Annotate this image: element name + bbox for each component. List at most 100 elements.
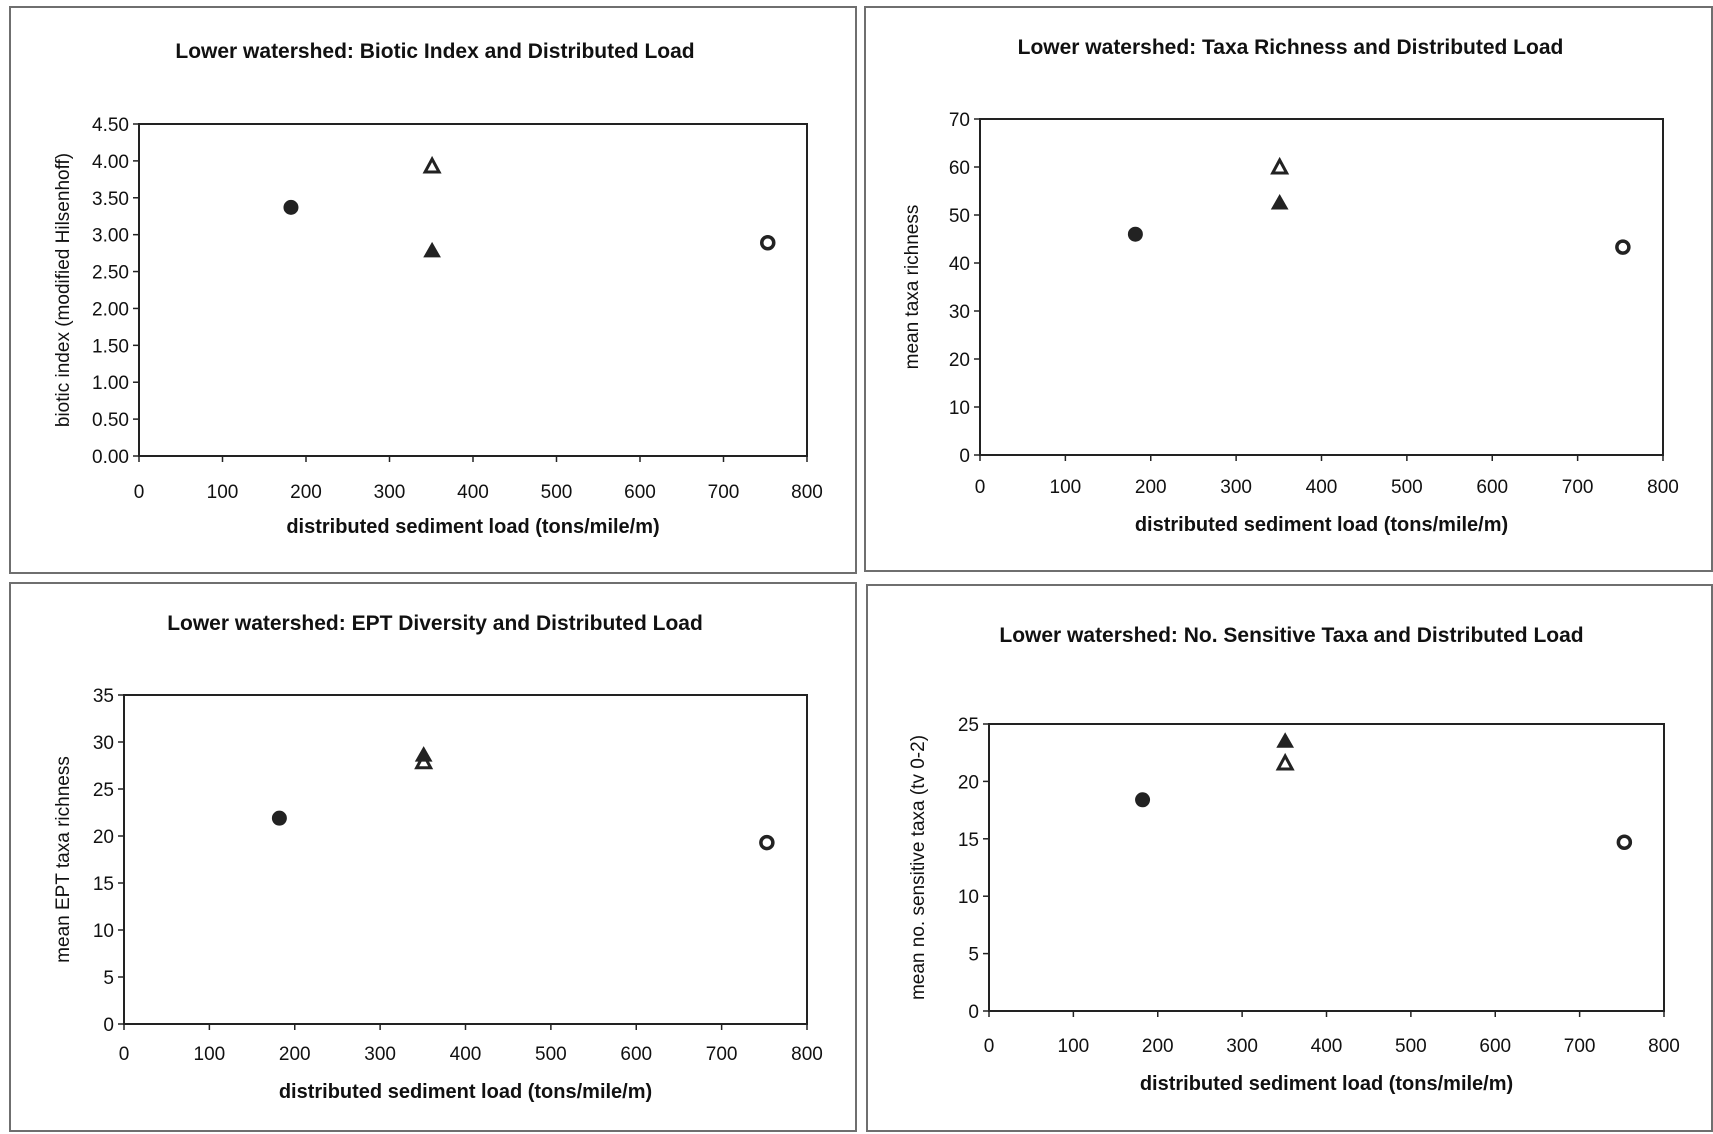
y-tick-label: 0.00	[92, 447, 129, 468]
x-tick-label: 300	[364, 1044, 396, 1065]
y-tick-label: 20	[93, 827, 114, 848]
y-tick-label: 10	[93, 921, 114, 942]
x-tick-label: 300	[1226, 1036, 1258, 1057]
data-point-open-triangle	[1270, 156, 1290, 175]
x-tick-label: 100	[194, 1044, 226, 1065]
data-point-filled-triangle	[1270, 193, 1289, 210]
y-tick-label: 70	[949, 110, 970, 131]
x-tick-label: 300	[374, 482, 406, 503]
plot-area	[979, 118, 1664, 456]
data-point-filled-triangle	[423, 241, 441, 258]
x-tick-label: 200	[1135, 477, 1167, 498]
y-tick-label: 60	[949, 158, 970, 179]
y-tick-label: 3.00	[92, 226, 129, 247]
x-tick-label: 600	[1479, 1036, 1511, 1057]
x-tick-label: 0	[119, 1044, 130, 1065]
data-point-filled-triangle	[1276, 732, 1295, 748]
chart-panel-biotic-index: Lower watershed: Biotic Index and Distri…	[9, 6, 857, 574]
x-tick-label: 400	[457, 482, 489, 503]
data-point-filled-circle	[283, 199, 299, 215]
y-axis-label: mean taxa richness	[902, 205, 923, 370]
x-tick-label: 700	[1564, 1036, 1596, 1057]
x-tick-label: 700	[1562, 477, 1594, 498]
x-tick-label: 100	[207, 482, 239, 503]
data-point-open-circle	[1616, 834, 1633, 850]
data-point-filled-circle	[1135, 792, 1151, 808]
plot-area	[138, 123, 808, 457]
y-tick-label: 0	[103, 1015, 114, 1036]
x-axis-label: distributed sediment load (tons/mile/m)	[279, 1081, 652, 1103]
x-axis-label: distributed sediment load (tons/mile/m)	[1135, 514, 1508, 536]
data-point-open-circle	[759, 834, 775, 851]
y-tick-label: 20	[949, 350, 970, 371]
x-tick-label: 500	[541, 482, 573, 503]
y-tick-label: 5	[968, 945, 979, 966]
y-tick-label: 0	[968, 1002, 979, 1023]
y-tick-label: 5	[103, 968, 114, 989]
y-tick-label: 10	[958, 887, 979, 908]
plot-area	[123, 694, 808, 1025]
data-point-filled-triangle	[414, 746, 433, 762]
x-tick-label: 200	[1142, 1036, 1174, 1057]
chart-title: Lower watershed: EPT Diversity and Distr…	[167, 612, 703, 635]
x-tick-label: 700	[708, 482, 740, 503]
chart-panel-ept-diversity: Lower watershed: EPT Diversity and Distr…	[9, 582, 857, 1132]
chart-svg: Lower watershed: No. Sensitive Taxa and …	[908, 624, 1680, 1095]
x-tick-label: 600	[624, 482, 656, 503]
y-tick-label: 2.50	[92, 263, 129, 284]
y-tick-label: 25	[958, 715, 979, 736]
chart-svg: Lower watershed: Biotic Index and Distri…	[53, 40, 823, 538]
x-tick-label: 700	[706, 1044, 738, 1065]
y-tick-label: 50	[949, 206, 970, 227]
x-tick-label: 500	[1395, 1036, 1427, 1057]
data-point-open-triangle	[422, 155, 442, 174]
y-tick-label: 40	[949, 254, 970, 275]
y-axis-label: mean EPT taxa richness	[53, 756, 74, 963]
y-tick-label: 4.50	[92, 115, 129, 136]
y-tick-label: 0	[959, 446, 970, 467]
data-point-open-circle	[1615, 239, 1631, 255]
x-tick-label: 200	[279, 1044, 311, 1065]
x-tick-label: 200	[290, 482, 322, 503]
y-axis-label: mean no. sensitive taxa (tv 0-2)	[908, 735, 929, 1000]
x-tick-label: 0	[975, 477, 986, 498]
chart-title: Lower watershed: No. Sensitive Taxa and …	[999, 624, 1583, 647]
y-axis-label: biotic index (modified Hilsenhoff)	[53, 153, 74, 427]
x-tick-label: 400	[1306, 477, 1338, 498]
y-tick-label: 0.50	[92, 410, 129, 431]
chart-title: Lower watershed: Biotic Index and Distri…	[175, 40, 694, 63]
y-tick-label: 30	[93, 733, 114, 754]
chart-title: Lower watershed: Taxa Richness and Distr…	[1018, 36, 1564, 59]
data-point-filled-circle	[1127, 226, 1143, 242]
x-tick-label: 600	[1476, 477, 1508, 498]
x-tick-label: 800	[791, 482, 823, 503]
x-tick-label: 300	[1220, 477, 1252, 498]
x-tick-label: 800	[1647, 477, 1679, 498]
chart-svg: Lower watershed: Taxa Richness and Distr…	[902, 36, 1679, 536]
chart-panel-taxa-richness: Lower watershed: Taxa Richness and Distr…	[864, 6, 1713, 572]
y-tick-label: 35	[93, 686, 114, 707]
y-tick-label: 2.00	[92, 299, 129, 320]
data-point-filled-circle	[271, 810, 287, 826]
x-axis-label: distributed sediment load (tons/mile/m)	[286, 516, 659, 538]
x-tick-label: 400	[450, 1044, 482, 1065]
y-tick-label: 10	[949, 398, 970, 419]
x-tick-label: 400	[1311, 1036, 1343, 1057]
x-tick-label: 0	[984, 1036, 995, 1057]
x-tick-label: 800	[1648, 1036, 1680, 1057]
x-tick-label: 800	[791, 1044, 823, 1065]
y-tick-label: 25	[93, 780, 114, 801]
x-tick-label: 0	[134, 482, 145, 503]
data-point-open-triangle	[1275, 752, 1295, 771]
y-tick-label: 3.50	[92, 189, 129, 210]
x-tick-label: 500	[1391, 477, 1423, 498]
y-tick-label: 1.50	[92, 336, 129, 357]
data-point-open-circle	[760, 235, 776, 251]
x-tick-label: 100	[1050, 477, 1082, 498]
plot-area	[988, 723, 1665, 1012]
y-tick-label: 1.00	[92, 373, 129, 394]
chart-panel-sensitive-taxa: Lower watershed: No. Sensitive Taxa and …	[866, 584, 1713, 1132]
chart-svg: Lower watershed: EPT Diversity and Distr…	[53, 612, 823, 1103]
y-tick-label: 15	[958, 830, 979, 851]
y-tick-label: 15	[93, 874, 114, 895]
